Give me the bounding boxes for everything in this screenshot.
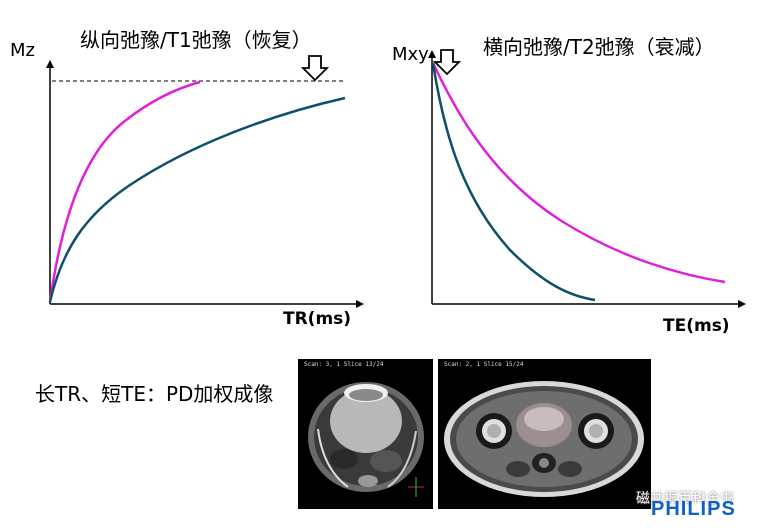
knee-scan-graphic [308,382,424,497]
pd-weighted-caption: 长TR、短TE：PD加权成像 [35,382,274,406]
pelvis-mri-image: Scan: 2, 1 Slice 15/24 [438,359,651,509]
left-t1-curve-short [48,80,201,303]
right-down-arrow-icon [432,49,462,76]
right-x-axis-label: TE(ms) [663,316,730,336]
left-down-arrow-icon [300,55,330,82]
philips-logo: PHILIPS [651,498,736,520]
left-x-axis-label: TR(ms) [283,309,352,329]
knee-mri-image: Scan: 3, 1 Slice 13/24 [298,359,433,509]
left-panel-title: 纵向弛豫/T1弛豫（恢复） [80,28,312,52]
right-panel-title: 横向弛豫/T2弛豫（衰减） [483,35,715,59]
knee-scan-header: Scan: 3, 1 Slice 13/24 [304,361,384,368]
pelvis-scan-header: Scan: 2, 1 Slice 15/24 [444,361,524,368]
right-t2-curve-long [431,62,726,284]
left-t1-curve-long [48,96,346,303]
right-y-axis-label: Mxy [392,44,429,65]
watermark-text: 磁共振百科全书 [636,491,734,507]
right-t2-curve-short [431,62,596,302]
left-y-axis-label: Mz [10,40,35,61]
pelvis-scan-graphic [444,381,644,497]
